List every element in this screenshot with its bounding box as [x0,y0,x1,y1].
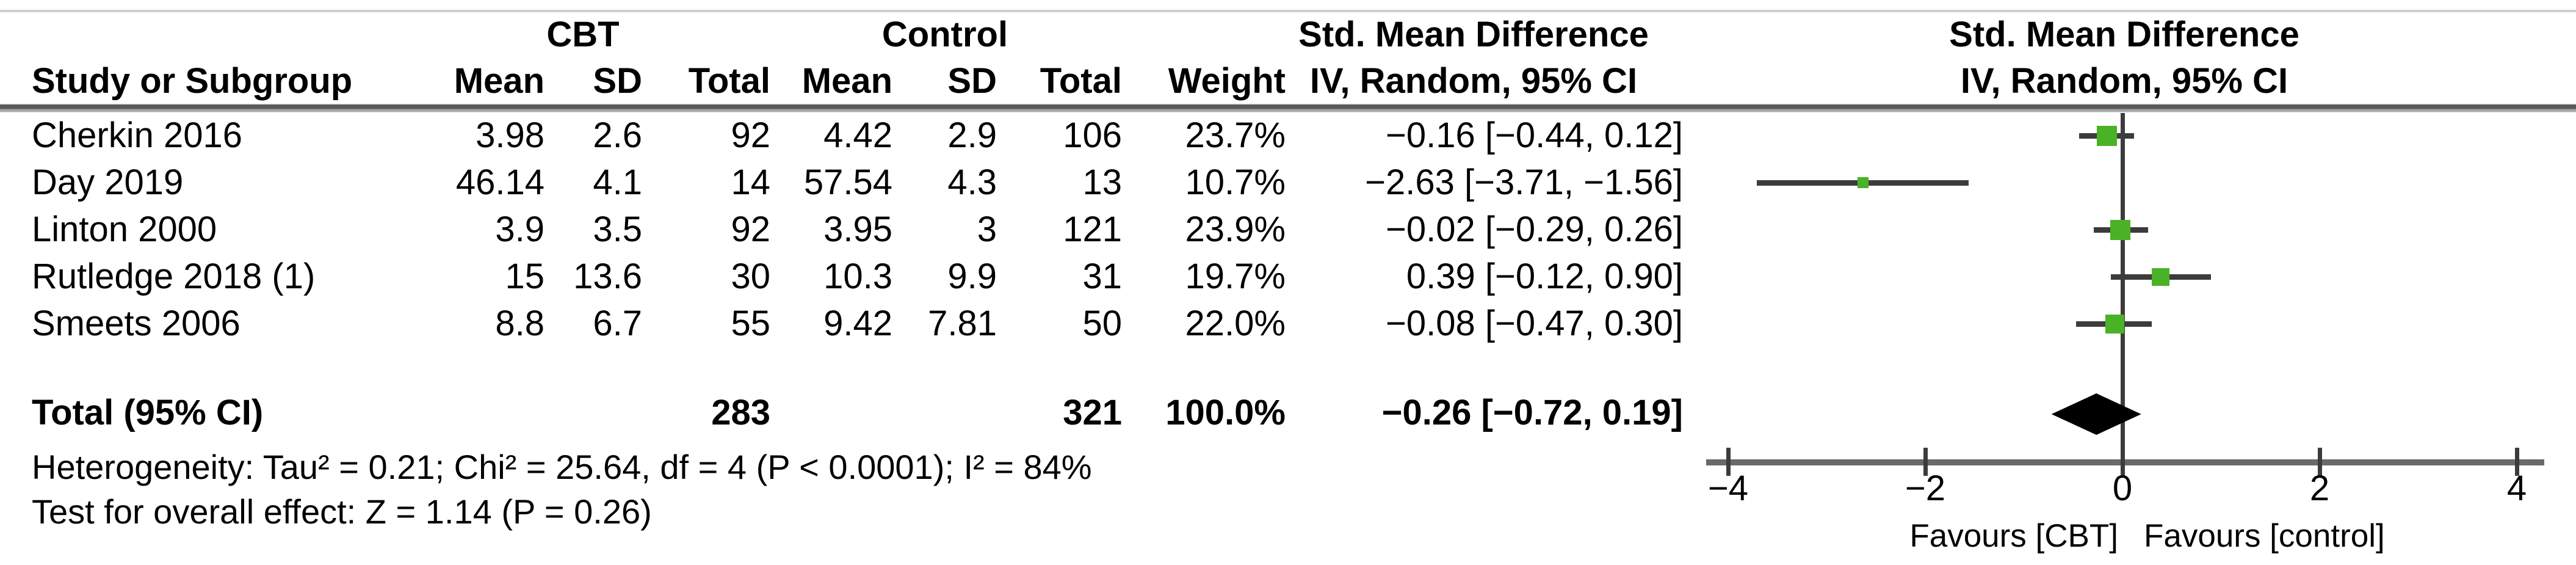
control-sd: 2.9 [947,115,997,155]
cbt-total: 92 [731,115,770,155]
cbt-sd: 13.6 [573,257,642,296]
control-sd: 7.81 [928,304,997,343]
col-header-weight: Weight [1168,61,1286,101]
total-control-n: 321 [1063,393,1122,432]
control-group-header: Control [881,15,1008,54]
cbt-total: 55 [731,304,770,343]
total-cbt-n: 283 [711,393,770,432]
col-header-mean-control: Mean [801,61,892,101]
control-mean: 57.54 [803,162,892,202]
row-weight: 23.9% [1185,210,1286,249]
axis-tick [1923,448,1928,476]
axis-tick-label: −4 [1707,468,1749,508]
col-header-ci-plot: IV, Random, 95% CI [1960,61,2288,101]
cbt-sd: 2.6 [593,115,642,155]
col-header-sd-control: SD [947,61,997,101]
axis-tick-label: −2 [1905,468,1946,508]
row-ci-text: −2.63 [−3.71, −1.56] [1365,162,1683,202]
row-ci-text: −0.08 [−0.47, 0.30] [1386,304,1683,343]
axis-label-favours-left: Favours [CBT] [1909,518,2118,554]
row-ci-text: −0.16 [−0.44, 0.12] [1386,115,1683,155]
cbt-total: 92 [731,210,770,249]
cbt-total: 30 [731,257,770,296]
effect-square [2105,314,2124,334]
col-header-mean-cbt: Mean [454,61,545,101]
header-divider-rule [0,103,2576,113]
total-ci-text: −0.26 [−0.72, 0.19] [1381,393,1683,432]
control-mean: 9.42 [823,304,892,343]
study-name: Linton 2000 [32,210,217,249]
control-mean: 4.42 [823,115,892,155]
cbt-sd: 4.1 [593,162,642,202]
study-name: Smeets 2006 [32,304,241,343]
row-weight: 22.0% [1185,304,1286,343]
smd-column-group-header: Std. Mean Difference [1298,15,1649,54]
overall-effect-note: Test for overall effect: Z = 1.14 (P = 0… [32,492,652,531]
col-header-study: Study or Subgroup [32,61,353,101]
row-ci-text: −0.02 [−0.29, 0.26] [1386,210,1683,249]
effect-square [1858,177,1869,188]
cbt-mean: 3.98 [476,115,545,155]
row-weight: 23.7% [1185,115,1286,155]
cbt-sd: 6.7 [593,304,642,343]
effect-square [2152,268,2170,286]
col-header-ci-text: IV, Random, 95% CI [1309,61,1638,101]
cbt-mean: 46.14 [455,162,545,202]
control-sd: 3 [977,210,997,249]
control-sd: 9.9 [947,257,997,296]
study-name: Rutledge 2018 (1) [32,257,316,296]
control-sd: 4.3 [947,162,997,202]
total-weight: 100.0% [1165,393,1286,432]
x-axis-line [1706,459,2544,465]
cbt-sd: 3.5 [593,210,642,249]
cbt-total: 14 [731,162,770,202]
axis-tick-label: 2 [2309,468,2330,508]
control-mean: 10.3 [823,257,892,296]
axis-tick-label: 4 [2506,468,2527,508]
control-total: 31 [1082,257,1122,296]
col-header-total-cbt: Total [688,61,770,101]
study-name: Day 2019 [32,162,184,202]
study-name: Cherkin 2016 [32,115,242,155]
cbt-mean: 8.8 [495,304,545,343]
total-label: Total (95% CI) [32,393,264,432]
figure-top-border [0,10,2576,12]
axis-tick [2515,448,2519,476]
row-weight: 19.7% [1185,257,1286,296]
summary-diamond [2051,393,2141,435]
effect-square [2110,219,2131,240]
col-header-total-control: Total [1040,61,1122,101]
axis-tick-label: 0 [2112,468,2133,508]
row-weight: 10.7% [1185,162,1286,202]
col-header-sd-cbt: SD [593,61,642,101]
axis-label-favours-right: Favours [control] [2144,518,2385,554]
control-total: 13 [1082,162,1122,202]
axis-tick [1726,448,1731,476]
zero-effect-line [2121,113,2125,462]
control-mean: 3.95 [823,210,892,249]
cbt-mean: 3.9 [495,210,545,249]
heterogeneity-note: Heterogeneity: Tau² = 0.21; Chi² = 25.64… [32,448,1092,486]
smd-plot-group-header: Std. Mean Difference [1949,15,2299,54]
axis-tick [2318,448,2322,476]
control-total: 106 [1063,115,1122,155]
control-total: 50 [1082,304,1122,343]
control-total: 121 [1063,210,1122,249]
cbt-group-header: CBT [546,15,620,54]
cbt-mean: 15 [505,257,545,296]
effect-square [2096,125,2117,146]
row-ci-text: 0.39 [−0.12, 0.90] [1406,257,1683,296]
axis-tick [2121,448,2125,476]
